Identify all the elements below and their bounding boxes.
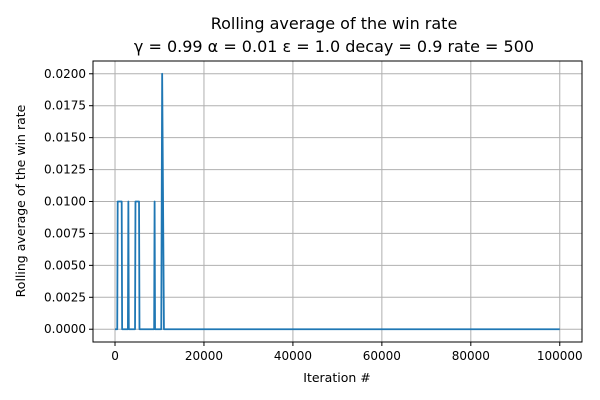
grid-lines <box>93 61 582 342</box>
y-tick-label: 0.0200 <box>44 67 86 81</box>
chart-subtitle: γ = 0.99 α = 0.01 ε = 1.0 decay = 0.9 ra… <box>134 37 534 56</box>
y-tick-label: 0.0125 <box>44 163 86 177</box>
y-tick-label: 0.0150 <box>44 131 86 145</box>
x-tick-label: 80000 <box>452 349 490 363</box>
y-tick-label: 0.0100 <box>44 195 86 209</box>
y-tick-label: 0.0000 <box>44 322 86 336</box>
y-tick-label: 0.0175 <box>44 99 86 113</box>
y-tick-label: 0.0075 <box>44 226 86 240</box>
y-tick-label: 0.0025 <box>44 290 86 304</box>
x-axis: 0 20000 40000 60000 80000 100000 <box>111 342 583 363</box>
x-tick-label: 20000 <box>185 349 223 363</box>
x-axis-label: Iteration # <box>303 370 370 385</box>
win-rate-series-line <box>115 72 560 331</box>
x-tick-label: 60000 <box>363 349 401 363</box>
y-tick-label: 0.0050 <box>44 258 86 272</box>
series-layer <box>115 72 560 331</box>
chart-title: Rolling average of the win rate <box>211 14 458 33</box>
x-tick-label: 100000 <box>537 349 583 363</box>
x-tick-label: 0 <box>111 349 119 363</box>
y-axis: 0.0000 0.0025 0.0050 0.0075 0.0100 0.0125 0.01… <box>44 67 93 336</box>
y-axis-label: Rolling average of the win rate <box>13 104 28 297</box>
x-tick-label: 40000 <box>274 349 312 363</box>
